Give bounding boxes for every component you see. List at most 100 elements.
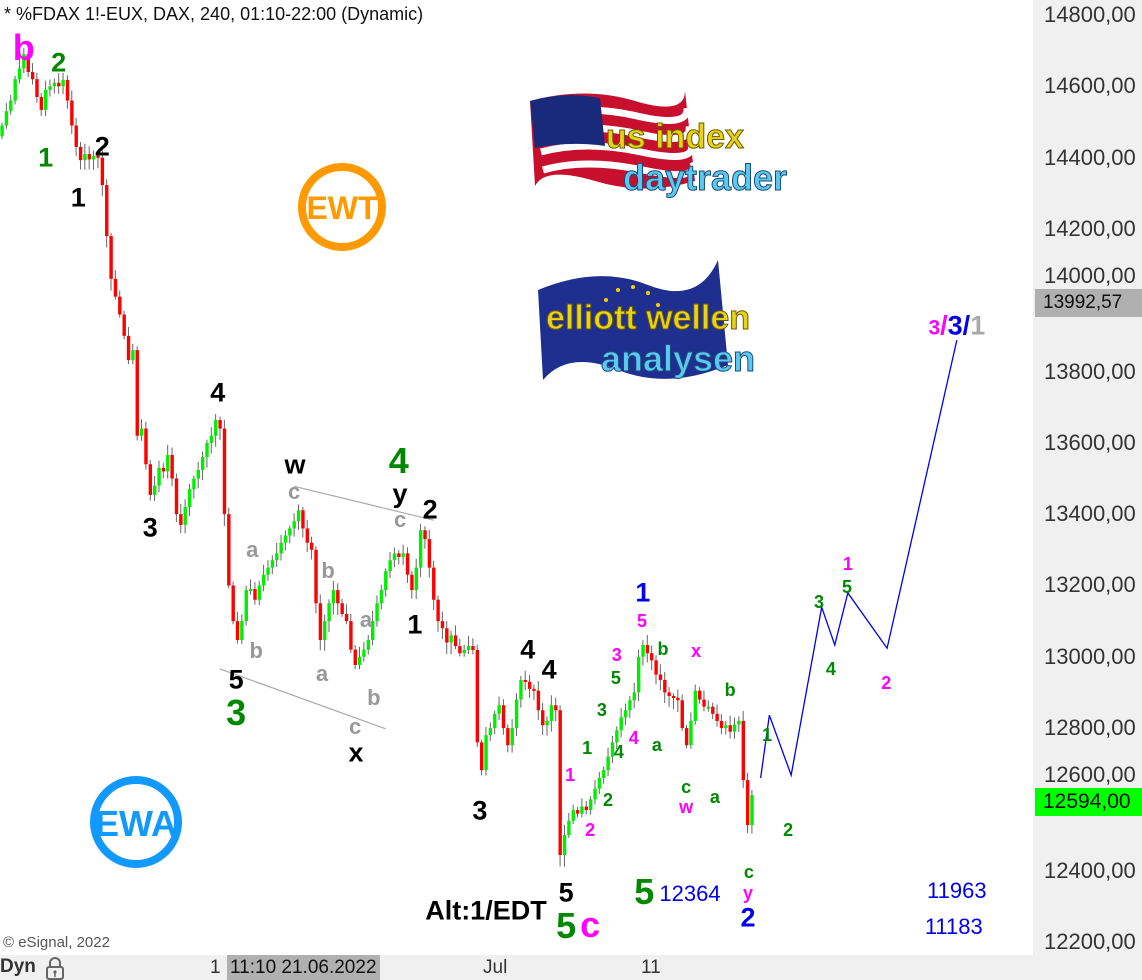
candle-down <box>126 335 131 361</box>
lock-icon[interactable] <box>44 956 66 980</box>
wave-label: 1 <box>70 182 86 213</box>
price-tick-label: 12400,00 <box>1044 857 1136 883</box>
candle-up <box>187 489 192 508</box>
candle-up <box>615 730 619 743</box>
candle-down <box>654 660 658 675</box>
candle-up <box>567 820 571 836</box>
time-tick-partial: 1 <box>210 957 221 978</box>
candle-down <box>174 478 179 515</box>
candle-up <box>331 590 336 604</box>
cursor-time: 11:10 21.06.2022 <box>227 955 380 980</box>
candle-up <box>131 350 135 361</box>
candle-down <box>728 725 732 732</box>
candle-down <box>405 553 410 575</box>
candle-down <box>235 621 240 641</box>
candle-down <box>645 645 650 654</box>
wave-label: a <box>709 787 720 808</box>
candle-down <box>541 710 545 726</box>
candle-up <box>449 635 453 643</box>
price-tick-label: 13800,00 <box>1044 358 1136 384</box>
wave-label: 5 <box>228 664 244 695</box>
wave-label: 1 <box>565 765 576 786</box>
candle-down <box>57 82 61 87</box>
wedge-trendline <box>219 668 386 730</box>
wave-label: 2 <box>422 494 438 525</box>
price-tick-label: 14800,00 <box>1044 2 1136 27</box>
svg-text:EWA: EWA <box>95 803 177 844</box>
projection-line <box>759 340 958 779</box>
candle-down <box>309 542 314 550</box>
candle-up <box>632 692 636 701</box>
svg-text:elliott wellen: elliott wellen <box>546 299 750 337</box>
wave-label: a <box>246 536 259 562</box>
candle-up <box>497 705 501 714</box>
price-tick-label: 13400,00 <box>1044 501 1136 527</box>
price-tick-label: 12200,00 <box>1044 929 1136 954</box>
svg-text:EWT: EWT <box>306 190 378 226</box>
candle-up <box>209 435 214 443</box>
wave-label: 2 <box>94 131 110 162</box>
candle-down <box>676 697 680 701</box>
candle-down <box>527 681 532 689</box>
wave-label: b <box>367 685 381 711</box>
candle-up <box>357 656 362 665</box>
last-price-box: 12594,00 <box>1035 787 1142 816</box>
candle-up <box>196 469 200 479</box>
candle-up <box>61 79 65 87</box>
candle-up <box>418 530 423 568</box>
candle-up <box>44 89 48 110</box>
candle-up <box>192 478 196 490</box>
candle-down <box>353 649 357 665</box>
candle-up <box>493 713 497 729</box>
wave-label: 5 <box>610 668 621 689</box>
candle-up <box>183 507 187 525</box>
wave-label: 4 <box>388 439 409 481</box>
wave-label: 2 <box>740 902 756 933</box>
candle-down <box>344 613 349 622</box>
candle-up <box>0 125 4 137</box>
wave-label: b <box>12 26 35 68</box>
candle-down <box>471 646 475 650</box>
wave-label: 4 <box>520 634 536 665</box>
candle-up <box>375 603 379 622</box>
candle-up <box>9 100 13 112</box>
time-axis[interactable]: Dyn 1 11:10 21.06.2022 Jul 11 <box>0 955 1142 980</box>
candle-down <box>253 589 257 600</box>
wave-label: y <box>392 478 408 509</box>
us-index-daytrader-logo: us index daytrader <box>525 86 805 216</box>
wave-label: 3 <box>814 592 825 613</box>
wave-label: 4 <box>628 728 639 749</box>
dyn-mode-toggle[interactable]: Dyn <box>0 956 36 977</box>
candle-down <box>575 810 580 814</box>
candle-down <box>711 706 715 714</box>
candle-down <box>35 79 39 98</box>
candle-up <box>388 560 392 572</box>
price-tick-label: 14000,00 <box>1044 263 1136 289</box>
candle-down <box>135 350 139 436</box>
time-tick-11: 11 <box>641 957 661 978</box>
candle-up <box>606 756 610 771</box>
price-tick-label: 12600,00 <box>1044 762 1136 788</box>
candle-up <box>580 806 584 814</box>
candle-down <box>554 705 558 711</box>
candle-up <box>623 710 628 718</box>
price-tick-label: 12800,00 <box>1044 715 1136 741</box>
candle-up <box>248 589 253 592</box>
candle-up <box>91 155 96 160</box>
wedge-lines <box>219 485 434 730</box>
price-tick-label: 13000,00 <box>1044 643 1136 669</box>
candle-down <box>584 806 589 811</box>
candle-up <box>514 699 519 729</box>
wave-label: x <box>348 737 364 768</box>
candle-down <box>314 549 318 604</box>
candle-down <box>684 728 689 746</box>
candle-down <box>100 157 105 186</box>
candle-up <box>288 528 292 536</box>
candle-up <box>628 700 632 711</box>
candle-down <box>318 603 323 641</box>
candle-up <box>48 86 52 90</box>
candle-up <box>240 621 244 641</box>
candle-down <box>144 428 148 465</box>
